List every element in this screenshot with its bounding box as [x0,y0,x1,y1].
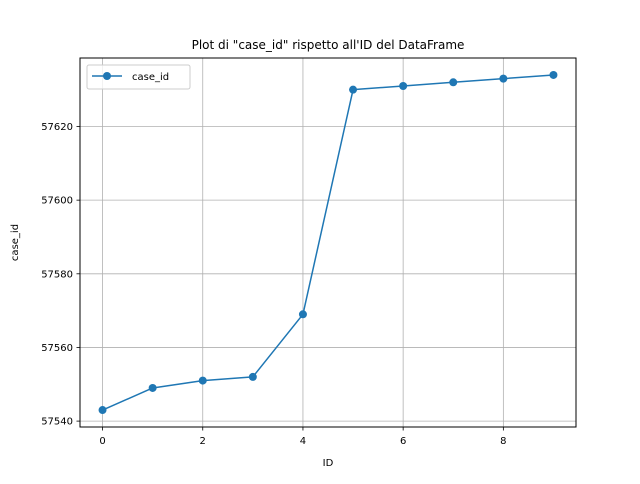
data-point [298,310,307,319]
y-tick-label: 57600 [41,196,73,207]
legend-box [86,64,191,90]
data-point [198,376,207,385]
data-point [248,372,257,381]
data-point [148,383,157,392]
series-line-case-id [101,74,555,411]
legend-label-case-id: case_id [132,72,169,83]
legend-marker [103,72,111,80]
data-point [449,78,458,87]
data-point [399,81,408,90]
y-axis-label: case_id [10,224,21,261]
y-tick-label: 57580 [41,269,73,280]
y-tick-label: 57540 [41,417,73,428]
series-layer [98,70,558,415]
x-tick-label: 2 [200,436,206,447]
data-point [499,74,508,83]
x-tick-label: 0 [99,436,105,447]
chart-title: Plot di "case_id" rispetto all'ID del Da… [192,38,465,52]
plot-area-frame [79,57,577,428]
ticks: 0 2 4 6 8 57540 57560 57580 57600 57620 [41,122,506,447]
x-tick-label: 4 [300,436,306,447]
x-axis-label: ID [323,458,334,469]
y-tick-label: 57560 [41,343,73,354]
data-point [549,70,558,79]
data-point [349,85,358,94]
y-tick-label: 57620 [41,122,73,133]
grid [80,58,576,427]
x-tick-label: 8 [500,436,506,447]
data-point [98,406,107,415]
legend: case_id [86,64,191,90]
x-tick-label: 6 [400,436,406,447]
